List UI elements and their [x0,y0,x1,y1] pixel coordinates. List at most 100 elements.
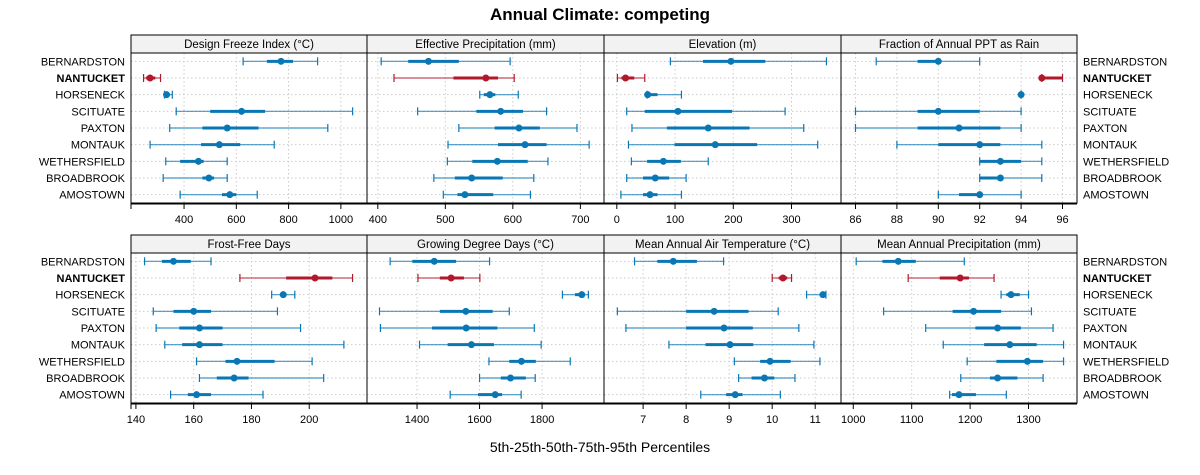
median-point [704,124,712,132]
site-label-right: BROADBROOK [1083,373,1163,385]
site-label-right: BERNARDSTON [1083,56,1167,68]
axis-tick-label: 140 [127,414,145,426]
panel-frame [840,52,1078,204]
chart-title: Annual Climate: competing [489,5,711,24]
median-point [1017,91,1025,99]
median-point [311,274,319,282]
site-label-right: AMOSTOWN [1083,190,1149,202]
median-point [493,157,501,165]
median-point [766,357,774,365]
median-point [482,74,490,82]
site-label-left: WETHERSFIELD [39,356,125,368]
axis-tick-label: 88 [891,214,903,226]
median-point [646,191,654,199]
median-point [447,274,455,282]
axis-tick-label: 94 [1015,214,1027,226]
median-point [462,307,470,315]
site-label-left: PAXTON [81,123,125,135]
axis-tick-label: 9 [726,414,732,426]
median-point [1007,291,1015,299]
median-point [674,107,682,115]
median-point [491,391,499,399]
site-label-left: PAXTON [81,323,125,335]
panel-title: Design Freeze Index (°C) [184,39,314,51]
median-point [521,141,529,149]
panel-title: Mean Annual Air Temperature (°C) [635,239,810,251]
site-label-right: BROADBROOK [1083,173,1163,185]
axis-tick-label: 700 [571,214,589,226]
axis-tick-label: 1400 [405,414,429,426]
median-point [651,174,659,182]
axis-tick-label: 1000 [329,214,353,226]
median-point [659,157,667,165]
median-point [720,324,728,332]
median-point [760,374,768,382]
site-label-left: HORSENECK [55,290,125,302]
axis-tick-label: 200 [300,414,318,426]
median-point [195,324,203,332]
site-label-left: AMOSTOWN [59,190,125,202]
site-label-left: MONTAUK [71,140,126,152]
x-axis-label: 5th-25th-50th-75th-95th Percentiles [489,439,711,455]
site-label-left: WETHERSFIELD [39,156,125,168]
site-label-right: BERNARDSTON [1083,256,1167,268]
median-point [955,124,963,132]
median-point [193,391,201,399]
median-point [1023,357,1031,365]
panel-title: Effective Precipitation (mm) [415,39,556,51]
axis-tick-label: 180 [242,414,260,426]
site-label-right: SCITUATE [1083,106,1137,118]
median-point [711,141,719,149]
axis-tick-label: 1000 [841,414,865,426]
site-label-left: NANTUCKET [57,73,126,85]
median-point [819,291,827,299]
median-point [462,324,470,332]
axis-tick-label: 10 [766,414,778,426]
median-point [233,357,241,365]
median-point [779,274,787,282]
axis-tick-label: 90 [932,214,944,226]
median-point [976,191,984,199]
site-label-right: SCITUATE [1083,306,1137,318]
median-point [996,174,1004,182]
site-label-left: MONTAUK [71,340,126,352]
site-label-left: BERNARDSTON [41,256,125,268]
axis-tick-label: 500 [436,214,454,226]
median-point [710,307,718,315]
site-label-left: SCITUATE [71,106,125,118]
panel-title: Mean Annual Precipitation (mm) [877,239,1041,251]
median-point [467,341,475,349]
median-point [517,357,525,365]
site-label-left: BROADBROOK [46,373,126,385]
median-point [996,157,1004,165]
median-point [215,141,223,149]
median-point [430,257,438,265]
median-point [194,157,202,165]
median-point [195,341,203,349]
median-point [507,374,515,382]
site-label-left: AMOSTOWN [59,390,125,402]
axis-tick-label: 1800 [530,414,554,426]
median-point [205,174,213,182]
axis-tick-label: 1100 [900,414,924,426]
median-point [238,107,246,115]
axis-tick-label: 1300 [1016,414,1040,426]
median-point [727,57,735,65]
median-point [468,174,476,182]
median-point [163,91,171,99]
median-point [994,324,1002,332]
median-point [279,291,287,299]
median-point [1006,341,1014,349]
axis-tick-label: 1600 [467,414,491,426]
panel-frame [840,252,1078,404]
median-point [970,307,978,315]
median-point [277,57,285,65]
axis-tick-label: 400 [175,214,193,226]
site-label-right: WETHERSFIELD [1083,356,1169,368]
median-point [726,341,734,349]
median-point [461,191,469,199]
median-point [1038,74,1046,82]
median-point [956,274,964,282]
axis-tick-label: 200 [724,214,742,226]
panel-title: Growing Degree Days (°C) [417,239,554,251]
